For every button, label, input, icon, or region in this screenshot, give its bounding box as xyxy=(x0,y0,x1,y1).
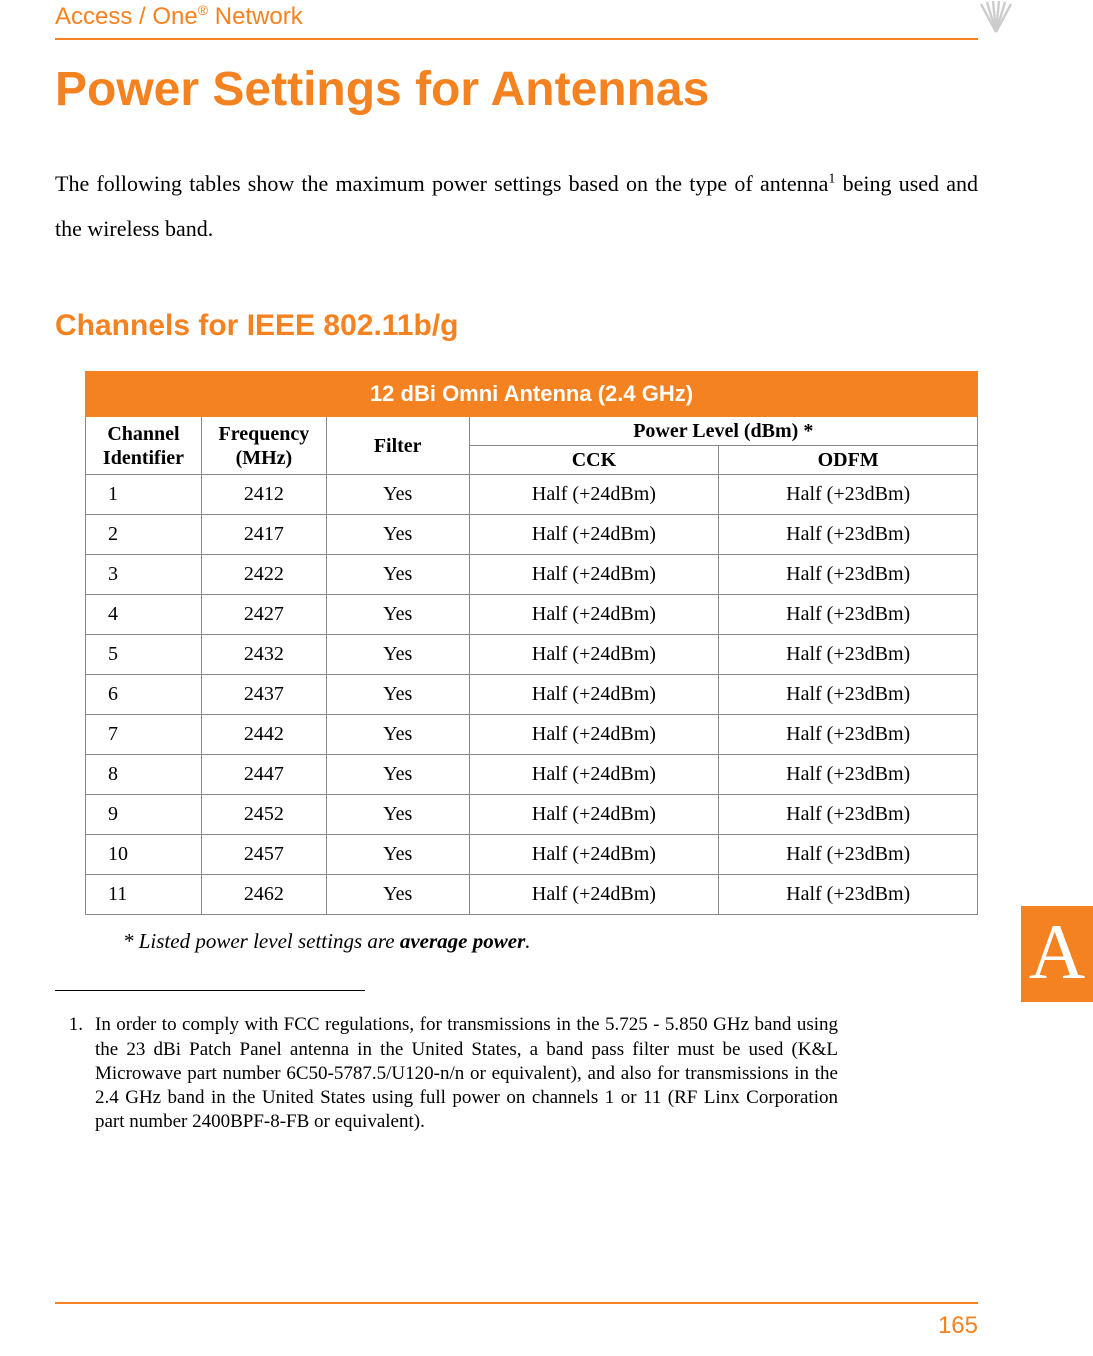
cell-freq: 2432 xyxy=(201,635,326,675)
cell-odfm: Half (+23dBm) xyxy=(719,835,978,875)
table-row: 82447YesHalf (+24dBm)Half (+23dBm) xyxy=(86,755,978,795)
footnote-number: 1. xyxy=(55,1013,95,1135)
appendix-tab: A xyxy=(1021,906,1093,1002)
cell-cck: Half (+24dBm) xyxy=(469,555,719,595)
cell-filter: Yes xyxy=(326,555,469,595)
intro-paragraph: The following tables show the maximum po… xyxy=(55,161,978,251)
cell-freq: 2457 xyxy=(201,835,326,875)
cell-cck: Half (+24dBm) xyxy=(469,635,719,675)
cell-filter: Yes xyxy=(326,675,469,715)
cell-odfm: Half (+23dBm) xyxy=(719,515,978,555)
table-row: 52432YesHalf (+24dBm)Half (+23dBm) xyxy=(86,635,978,675)
cell-filter: Yes xyxy=(326,835,469,875)
cell-odfm: Half (+23dBm) xyxy=(719,675,978,715)
cell-odfm: Half (+23dBm) xyxy=(719,475,978,515)
header-product-title: Access / One® Network xyxy=(55,2,303,31)
table-row: 112462YesHalf (+24dBm)Half (+23dBm) xyxy=(86,875,978,915)
cell-freq: 2462 xyxy=(201,875,326,915)
cell-ch: 8 xyxy=(86,755,202,795)
col-cck: CCK xyxy=(469,446,719,475)
cell-cck: Half (+24dBm) xyxy=(469,835,719,875)
cell-ch: 7 xyxy=(86,715,202,755)
footnote-block: 1. In order to comply with FCC regulatio… xyxy=(55,1013,978,1135)
cell-cck: Half (+24dBm) xyxy=(469,715,719,755)
col-power: Power Level (dBm) * xyxy=(469,417,977,446)
cell-filter: Yes xyxy=(326,635,469,675)
table-row: 22417YesHalf (+24dBm)Half (+23dBm) xyxy=(86,515,978,555)
cell-freq: 2417 xyxy=(201,515,326,555)
cell-filter: Yes xyxy=(326,595,469,635)
cell-filter: Yes xyxy=(326,475,469,515)
cell-filter: Yes xyxy=(326,875,469,915)
cell-odfm: Half (+23dBm) xyxy=(719,595,978,635)
cell-cck: Half (+24dBm) xyxy=(469,795,719,835)
table-row: 102457YesHalf (+24dBm)Half (+23dBm) xyxy=(86,835,978,875)
cell-ch: 2 xyxy=(86,515,202,555)
cell-filter: Yes xyxy=(326,755,469,795)
table-row: 92452YesHalf (+24dBm)Half (+23dBm) xyxy=(86,795,978,835)
cell-freq: 2442 xyxy=(201,715,326,755)
page-title: Power Settings for Antennas xyxy=(55,62,978,117)
footnote-text: In order to comply with FCC regulations,… xyxy=(95,1013,838,1135)
page-number: 165 xyxy=(938,1312,978,1340)
cell-odfm: Half (+23dBm) xyxy=(719,555,978,595)
header-rule xyxy=(55,38,978,40)
cell-freq: 2447 xyxy=(201,755,326,795)
cell-freq: 2422 xyxy=(201,555,326,595)
table-row: 12412YesHalf (+24dBm)Half (+23dBm) xyxy=(86,475,978,515)
cell-freq: 2427 xyxy=(201,595,326,635)
antenna-power-table: 12 dBi Omni Antenna (2.4 GHz) Channel Id… xyxy=(85,371,978,915)
footnote-rule xyxy=(55,990,365,991)
col-filter: Filter xyxy=(326,417,469,475)
cell-ch: 4 xyxy=(86,595,202,635)
col-odfm: ODFM xyxy=(719,446,978,475)
cell-ch: 9 xyxy=(86,795,202,835)
registered-mark: ® xyxy=(198,2,208,18)
cell-ch: 1 xyxy=(86,475,202,515)
cell-ch: 5 xyxy=(86,635,202,675)
table-body: 12412YesHalf (+24dBm)Half (+23dBm)22417Y… xyxy=(86,475,978,915)
cell-odfm: Half (+23dBm) xyxy=(719,715,978,755)
cell-freq: 2437 xyxy=(201,675,326,715)
cell-cck: Half (+24dBm) xyxy=(469,595,719,635)
cell-cck: Half (+24dBm) xyxy=(469,875,719,915)
cell-odfm: Half (+23dBm) xyxy=(719,795,978,835)
cell-ch: 6 xyxy=(86,675,202,715)
star-prefix: * Listed power level settings are xyxy=(123,929,400,953)
cell-cck: Half (+24dBm) xyxy=(469,515,719,555)
cell-filter: Yes xyxy=(326,515,469,555)
footer-rule xyxy=(55,1302,978,1304)
table-row: 62437YesHalf (+24dBm)Half (+23dBm) xyxy=(86,675,978,715)
table-row: 72442YesHalf (+24dBm)Half (+23dBm) xyxy=(86,715,978,755)
average-power-note: * Listed power level settings are averag… xyxy=(85,915,978,954)
table-row: 42427YesHalf (+24dBm)Half (+23dBm) xyxy=(86,595,978,635)
wifi-signal-icon xyxy=(971,0,1021,39)
cell-ch: 3 xyxy=(86,555,202,595)
cell-odfm: Half (+23dBm) xyxy=(719,635,978,675)
cell-freq: 2412 xyxy=(201,475,326,515)
cell-odfm: Half (+23dBm) xyxy=(719,875,978,915)
header-line1: Access / One xyxy=(55,3,198,30)
table-title: 12 dBi Omni Antenna (2.4 GHz) xyxy=(86,372,978,417)
col-frequency: Frequency (MHz) xyxy=(201,417,326,475)
col-channel: Channel Identifier xyxy=(86,417,202,475)
page-header: Access / One® Network xyxy=(55,0,978,38)
cell-odfm: Half (+23dBm) xyxy=(719,755,978,795)
star-bold: average power xyxy=(400,929,525,953)
cell-cck: Half (+24dBm) xyxy=(469,755,719,795)
star-suffix: . xyxy=(525,929,530,953)
section-title: Channels for IEEE 802.11b/g xyxy=(55,309,978,343)
cell-filter: Yes xyxy=(326,715,469,755)
cell-ch: 11 xyxy=(86,875,202,915)
table-row: 32422YesHalf (+24dBm)Half (+23dBm) xyxy=(86,555,978,595)
intro-part1: The following tables show the maximum po… xyxy=(55,171,828,196)
cell-freq: 2452 xyxy=(201,795,326,835)
header-line2: Network xyxy=(208,3,303,30)
cell-cck: Half (+24dBm) xyxy=(469,475,719,515)
cell-ch: 10 xyxy=(86,835,202,875)
cell-cck: Half (+24dBm) xyxy=(469,675,719,715)
cell-filter: Yes xyxy=(326,795,469,835)
